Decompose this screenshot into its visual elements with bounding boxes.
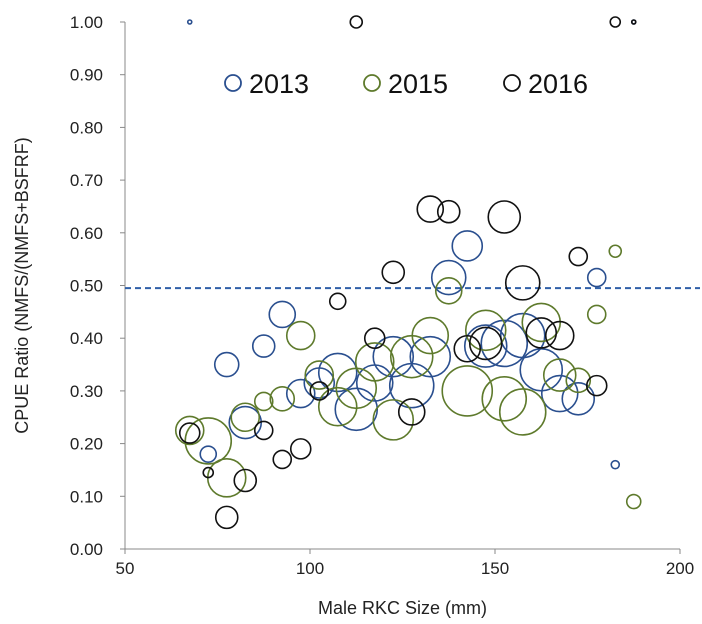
bubble-2016: [328, 292, 347, 311]
legend: 2013 2015 2016: [224, 69, 588, 99]
bubble-2015: [441, 365, 494, 417]
bubble-2016: [609, 16, 622, 28]
x-axis-ticks: 50 100 150 200: [116, 549, 694, 578]
bubble-2013: [251, 334, 276, 358]
legend-label-2015: 2015: [388, 69, 448, 99]
bubble-2016: [233, 468, 258, 493]
x-axis-title: Male RKC Size (mm): [318, 598, 487, 618]
bubble-2013: [561, 382, 596, 416]
bubble-2015: [372, 399, 415, 441]
bubble-2013: [430, 259, 467, 296]
bubble-2016: [453, 334, 482, 363]
y-tick-label: 0.00: [70, 540, 103, 559]
bubble-2015: [389, 334, 434, 379]
bubble-2013: [186, 19, 193, 25]
bubble-2013: [285, 378, 316, 409]
bubble-2016: [178, 422, 201, 444]
bubble-2016: [504, 265, 541, 301]
bubble-2015: [565, 367, 592, 394]
bubble-2016: [214, 505, 239, 530]
x-tick-label: 150: [481, 559, 509, 578]
bubble-2013: [451, 230, 484, 262]
bubble-2015: [586, 304, 607, 325]
y-tick-label: 0.70: [70, 171, 103, 190]
bubble-2015: [304, 360, 335, 390]
y-tick-label: 1.00: [70, 13, 103, 32]
bubble-2015: [317, 386, 358, 427]
bubble-2013: [463, 324, 508, 368]
bubble-2016: [585, 374, 608, 397]
y-tick-label: 0.60: [70, 224, 103, 243]
bubble-2013: [519, 348, 564, 392]
bubble-2016: [630, 19, 637, 25]
bubble-2015: [481, 376, 528, 422]
legend-label-2016: 2016: [528, 69, 588, 99]
y-tick-label: 0.80: [70, 118, 103, 137]
bubble-2016: [363, 327, 386, 350]
bubble-2013: [334, 387, 379, 432]
bubble-2013: [372, 335, 415, 378]
y-tick-label: 0.20: [70, 435, 103, 454]
bubble-2013: [480, 319, 529, 368]
bubble-2016: [525, 317, 558, 349]
y-axis-ticks: 0.00 0.10 0.20 0.30 0.40 0.50 0.60 0.70 0.80 0.90…: [70, 13, 125, 559]
plot-area: 0.00 0.10 0.20 0.30 0.40 0.50 0.60 0.70 0.80 0.90…: [12, 13, 700, 618]
bubble-2016: [253, 420, 274, 441]
bubble-2013: [540, 374, 579, 413]
bubble-2015: [354, 342, 395, 382]
bubble-2013: [317, 352, 358, 393]
bubble-2015: [542, 358, 577, 392]
bubble-2015: [521, 302, 562, 343]
bubble-2015: [285, 320, 316, 351]
y-tick-label: 0.30: [70, 382, 103, 401]
bubble-2015: [498, 388, 547, 436]
bubble-2015: [625, 493, 642, 510]
y-tick-label: 0.90: [70, 66, 103, 85]
legend-marker-2015: [363, 74, 381, 92]
y-tick-label: 0.50: [70, 277, 103, 296]
x-tick-label: 200: [666, 559, 694, 578]
legend-marker-2013: [224, 74, 242, 92]
legend-label-2013: 2013: [249, 69, 309, 99]
bubble-2015: [184, 417, 233, 465]
bubble-2015: [253, 391, 274, 412]
bubble-2013: [228, 405, 263, 440]
legend-marker-2016: [503, 74, 521, 92]
bubble-2015: [206, 458, 247, 498]
bubble-2015: [269, 386, 296, 412]
bubble-2016: [416, 195, 445, 223]
bubble-2016: [289, 438, 312, 460]
y-axis-title: CPUE Ratio (NMFS/(NMFS+BSFRF): [12, 137, 32, 434]
bubble-2016: [397, 398, 426, 426]
bubble-2013: [409, 335, 452, 378]
bubble-2013: [199, 445, 218, 463]
x-tick-label: 100: [296, 559, 324, 578]
y-tick-label: 0.10: [70, 487, 103, 506]
bubble-2013: [499, 312, 546, 359]
bubble-2016: [544, 320, 575, 351]
bubble-2015: [608, 244, 623, 259]
bubble-2013: [268, 300, 297, 329]
bubble-2016: [487, 200, 522, 234]
bubble-2013: [586, 267, 607, 288]
bubble-2016: [568, 246, 589, 267]
bubble-2016: [202, 466, 215, 479]
bubble-2015: [411, 316, 450, 355]
x-tick-label: 50: [116, 559, 135, 578]
bubble-2015: [174, 415, 205, 446]
bubble-2013: [213, 351, 240, 378]
bubble-2015: [434, 276, 463, 305]
bubble-2016: [436, 199, 461, 224]
bubble-2016: [381, 260, 406, 285]
bubble-2015: [230, 402, 261, 433]
bubble-2015: [464, 309, 507, 352]
bubble-2013: [610, 459, 621, 470]
bubble-2016: [349, 15, 364, 29]
data-points: [174, 15, 642, 530]
bubble-2016: [468, 326, 503, 361]
bubble-2016: [272, 449, 293, 470]
bubble-2016: [309, 381, 330, 401]
y-tick-label: 0.40: [70, 329, 103, 348]
